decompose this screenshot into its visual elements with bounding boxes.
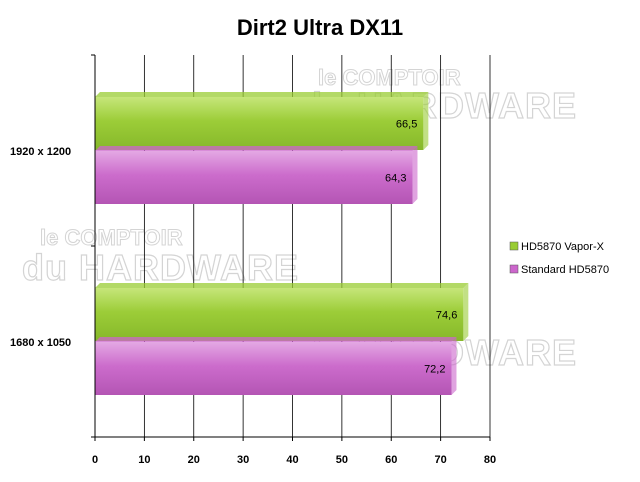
- x-tick-label: 80: [484, 454, 496, 466]
- legend-swatch: [509, 241, 519, 251]
- category-label: 1920 x 1200: [10, 146, 71, 158]
- bar: [95, 151, 413, 204]
- bar-side-face: [412, 146, 418, 204]
- bar: [95, 288, 464, 341]
- bar-side-face: [463, 283, 469, 341]
- data-label: 66,5: [396, 119, 417, 131]
- x-tick-label: 0: [92, 454, 98, 466]
- bar-side-face: [423, 92, 429, 150]
- bar-side-face: [451, 337, 457, 395]
- legend-label: Standard HD5870: [521, 264, 609, 276]
- bar-top-face: [95, 283, 469, 288]
- data-label: 74,6: [436, 310, 457, 322]
- watermark-line1: le COMPTOIR: [40, 225, 183, 250]
- legend-label: HD5870 Vapor-X: [521, 241, 605, 253]
- bars: 66,5 64,3 74,6 72,2: [95, 92, 469, 395]
- bar: [95, 342, 452, 395]
- x-tick-label: 10: [138, 454, 150, 466]
- category-label: 1680 x 1050: [10, 337, 71, 349]
- bar-top-face: [95, 92, 429, 97]
- watermark-line2: du HARDWARE: [22, 247, 299, 288]
- x-tick-label: 40: [286, 454, 298, 466]
- data-label: 64,3: [385, 173, 406, 185]
- data-label: 72,2: [424, 364, 445, 376]
- axes: 0 10 20 30 40 50 60 70 80 1920 x 1200 1680 x 1050: [10, 54, 496, 466]
- bar: [95, 97, 424, 150]
- legend: HD5870 Vapor-X Standard HD5870: [509, 241, 609, 276]
- x-tick-label: 70: [435, 454, 447, 466]
- x-tick-label: 30: [237, 454, 249, 466]
- bar-top-face: [95, 337, 457, 342]
- x-tick-label: 20: [188, 454, 200, 466]
- legend-swatch: [509, 264, 519, 274]
- x-tick-label: 50: [336, 454, 348, 466]
- chart-title: Dirt2 Ultra DX11: [237, 15, 403, 40]
- bar-top-face: [95, 146, 418, 151]
- x-tick-label: 60: [385, 454, 397, 466]
- watermark-line1: le COMPTOIR: [318, 65, 461, 90]
